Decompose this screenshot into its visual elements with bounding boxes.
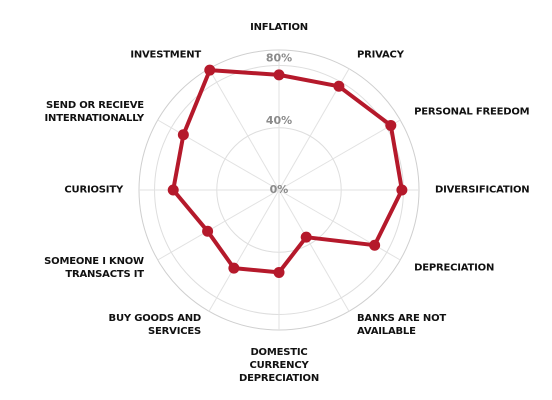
data-point: [273, 266, 285, 278]
spoke: [157, 119, 280, 191]
data-point: [228, 262, 240, 274]
data-point: [369, 239, 381, 251]
category-label: SEND OR RECIEVE INTERNATIONALLY: [44, 100, 145, 124]
data-point: [385, 119, 397, 131]
r-tick-label: 80%: [266, 52, 292, 65]
category-label: PERSONAL FREEDOM: [414, 106, 530, 118]
category-label: BUY GOODS AND SERVICES: [108, 313, 202, 338]
category-label: PRIVACY: [357, 49, 404, 61]
category-label: DOMESTIC CURRENCY DEPRECIATION: [238, 347, 320, 384]
spoke: [278, 119, 401, 191]
data-point: [300, 231, 312, 243]
spoke: [208, 189, 280, 312]
spoke: [278, 189, 401, 261]
spoke: [157, 189, 280, 261]
data-point: [333, 80, 345, 92]
data-point: [396, 184, 408, 196]
spoke: [208, 68, 280, 191]
data-point: [202, 225, 214, 237]
data-point: [167, 184, 179, 196]
data-point: [177, 129, 189, 141]
category-label: DEPRECIATION: [414, 262, 495, 274]
spoke: [278, 189, 350, 312]
r-tick-label: 0%: [270, 183, 289, 196]
data-point: [204, 64, 216, 76]
category-label: SOMEONE I KNOW TRANSACTS IT: [44, 256, 144, 280]
category-label: INVESTMENT: [130, 49, 201, 61]
data-point: [273, 69, 285, 81]
category-label: INFLATION: [250, 22, 308, 33]
data-line: [171, 68, 404, 275]
r-tick-label: 40%: [266, 114, 292, 127]
category-label: BANKS ARE NOT AVAILABLE: [357, 313, 447, 338]
category-label: CURIOSITY: [64, 184, 123, 196]
category-label: DIVERSIFICATION: [435, 184, 530, 196]
